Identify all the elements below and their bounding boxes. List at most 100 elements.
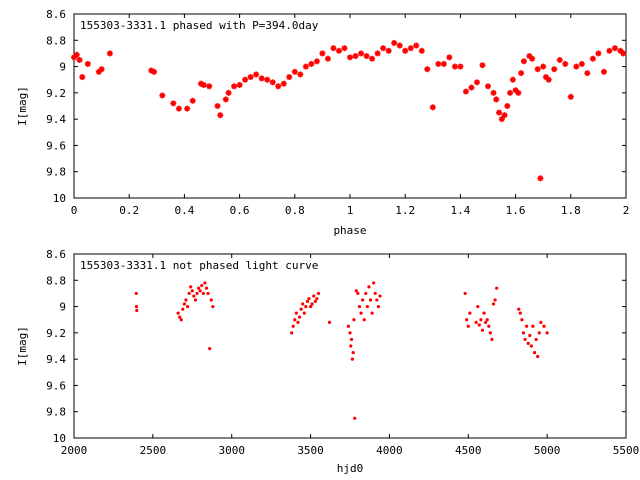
data-point	[354, 289, 358, 293]
data-point	[184, 105, 191, 112]
data-point	[520, 318, 524, 322]
data-point	[584, 70, 591, 77]
data-point	[264, 76, 271, 83]
data-point	[539, 320, 543, 324]
y-tick-label: 9.8	[46, 406, 66, 419]
data-point	[206, 291, 210, 296]
data-point	[280, 80, 287, 87]
data-point	[385, 47, 392, 54]
data-point	[253, 71, 260, 78]
data-point	[195, 291, 199, 296]
data-point	[184, 298, 188, 302]
y-tick-label: 8.8	[46, 274, 66, 287]
data-point	[200, 283, 204, 288]
data-point	[487, 324, 491, 328]
data-point	[413, 42, 420, 49]
data-point	[330, 45, 337, 52]
data-point	[595, 50, 602, 57]
data-point	[556, 57, 563, 63]
data-point	[424, 66, 431, 73]
data-point	[302, 311, 306, 315]
data-point	[600, 68, 607, 75]
data-point	[536, 354, 540, 359]
data-point	[269, 79, 276, 86]
data-point	[181, 307, 185, 311]
data-point	[198, 289, 202, 293]
data-point	[359, 311, 363, 315]
data-point	[361, 298, 365, 302]
data-point	[293, 318, 297, 322]
data-point	[106, 50, 113, 57]
data-point	[476, 304, 480, 309]
data-point	[305, 299, 310, 303]
data-point	[352, 318, 356, 322]
data-point	[327, 320, 332, 324]
data-point	[367, 285, 371, 289]
data-point	[496, 109, 503, 116]
data-point	[349, 337, 354, 342]
data-point	[301, 302, 305, 306]
data-point	[376, 304, 380, 309]
data-point	[297, 315, 302, 319]
data-point	[204, 286, 209, 290]
data-point	[179, 318, 183, 322]
data-point	[484, 320, 488, 324]
data-point	[620, 50, 627, 57]
data-point	[526, 341, 530, 345]
data-point	[307, 297, 311, 301]
data-point	[310, 302, 314, 306]
x-axis-label: hjd0	[337, 462, 364, 475]
data-point	[589, 55, 596, 62]
data-point	[76, 57, 83, 63]
data-point	[457, 63, 464, 70]
chart-title: 155303-3331.1 phased with P=394.0day	[80, 19, 319, 32]
data-point	[364, 291, 368, 296]
data-point	[291, 324, 295, 328]
data-point	[501, 112, 508, 119]
data-point	[479, 62, 486, 69]
axis-ticks: 0 0.2 0.4 0.6 0.8 1 1.2 1.4 1.6 1.8 2 8.6 8.8 9 9.2 9.4…	[46, 8, 629, 217]
data-point	[551, 66, 558, 73]
data-point	[159, 92, 166, 99]
data-point	[222, 96, 229, 103]
data-point	[477, 323, 481, 327]
y-tick-label: 9	[59, 61, 66, 74]
data-point	[573, 63, 580, 70]
data-point	[185, 304, 190, 309]
data-point	[515, 89, 522, 96]
data-point	[170, 100, 177, 107]
data-point	[296, 320, 300, 324]
x-axis-label: phase	[333, 224, 366, 237]
data-point	[134, 304, 139, 309]
x-tick-label: 3000	[218, 444, 245, 457]
x-tick-label: 0	[71, 204, 78, 217]
data-point	[540, 63, 547, 70]
data-point	[348, 331, 352, 335]
y-axis-label: I[mag]	[16, 326, 29, 366]
axis-ticks: 2000 2500 3000 3500 4000 4500 5000 5500 8.6 8.8 9 9…	[46, 248, 639, 457]
data-point	[606, 47, 613, 54]
data-point	[498, 116, 505, 123]
x-tick-label: 2000	[61, 444, 88, 457]
unphased-light-curve-chart: 155303-3331.1 not phased light curve hjd…	[16, 248, 639, 475]
data-point	[182, 302, 186, 306]
data-point	[347, 54, 353, 61]
data-point	[429, 104, 436, 111]
data-point	[258, 75, 265, 82]
y-axis-label: I[mag]	[16, 86, 29, 126]
data-point	[84, 60, 91, 67]
y-tick-label: 9.6	[46, 139, 66, 152]
data-point	[225, 89, 232, 96]
y-tick-label: 9.4	[46, 113, 66, 126]
data-point	[473, 79, 480, 86]
data-point	[308, 304, 313, 309]
data-point	[495, 286, 499, 290]
plot-frame	[73, 253, 627, 439]
data-point	[488, 331, 492, 335]
chart-title: 155303-3331.1 not phased light curve	[80, 259, 318, 272]
data-point	[532, 350, 537, 355]
data-point	[299, 307, 303, 311]
data-point	[528, 333, 532, 338]
y-tick-label: 8.8	[46, 34, 66, 47]
data-point	[316, 291, 321, 296]
